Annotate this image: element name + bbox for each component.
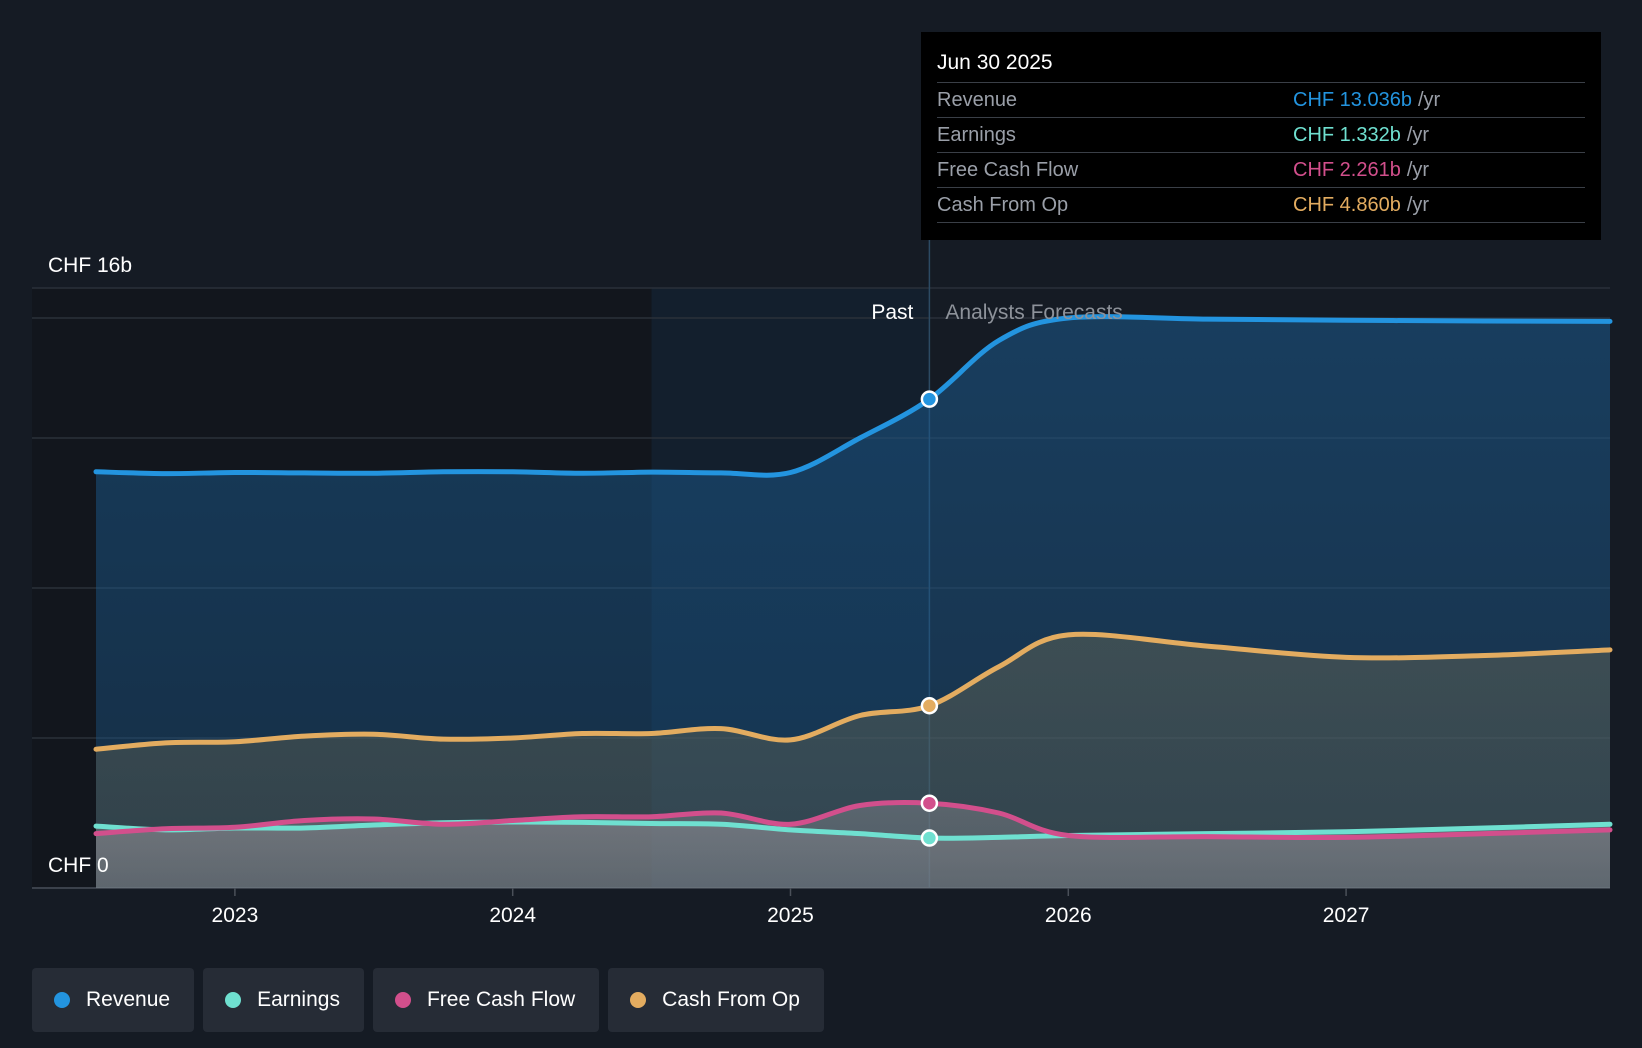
legend-item-earnings[interactable]: Earnings: [203, 968, 364, 1032]
revenue-highlight-point: [920, 390, 939, 408]
tooltip-row-earnings: Earnings CHF 1.332b /yr: [937, 118, 1585, 153]
legend-item-free-cash-flow[interactable]: Free Cash Flow: [372, 968, 600, 1032]
tooltip-row-free-cash-flow: Free Cash Flow CHF 2.261b /yr: [937, 153, 1585, 188]
x-tick-label: 2024: [489, 904, 536, 927]
past-label: Past: [871, 301, 913, 324]
tooltip-date: Jun 30 2025: [937, 48, 1585, 83]
legend-label: Earnings: [257, 988, 340, 1011]
tooltip-value: CHF 4.860b: [1293, 194, 1401, 216]
tooltip-row-revenue: Revenue CHF 13.036b /yr: [937, 83, 1585, 118]
y-axis-top-label: CHF 16b: [48, 254, 132, 277]
legend-item-revenue[interactable]: Revenue: [32, 968, 195, 1032]
legend-label: Free Cash Flow: [426, 988, 576, 1011]
tooltip-label: Earnings: [937, 124, 1016, 146]
tooltip-label: Cash From Op: [937, 194, 1069, 216]
tooltip-value: CHF 1.332b: [1293, 124, 1401, 146]
free-cash-flow-highlight-point: [920, 794, 939, 812]
tooltip: Jun 30 2025 Revenue CHF 13.036b /yr Earn…: [921, 32, 1601, 240]
legend-label: Revenue: [86, 988, 171, 1011]
tooltip-unit: /yr: [1406, 194, 1430, 216]
tooltip-unit: /yr: [1406, 159, 1430, 181]
x-tick-label: 2026: [1045, 904, 1092, 927]
legend: Revenue Earnings Free Cash Flow Cash Fro…: [32, 968, 824, 1032]
cash-from-op-line: [93, 631, 1613, 752]
x-tick-label: 2023: [212, 904, 259, 927]
tooltip-label: Free Cash Flow: [937, 159, 1079, 181]
x-tick-label: 2025: [767, 904, 814, 927]
earnings-dot-icon: [225, 992, 242, 1008]
earnings-line: [93, 819, 1613, 841]
x-tick-label: 2027: [1323, 904, 1370, 927]
tooltip-unit: /yr: [1406, 124, 1430, 146]
free-cash-flow-dot-icon: [394, 992, 411, 1008]
cash-from-op-highlight-point: [920, 697, 939, 715]
legend-item-cash-from-op[interactable]: Cash From Op: [608, 968, 824, 1032]
tooltip-value: CHF 13.036b: [1293, 89, 1412, 111]
revenue-dot-icon: [54, 992, 70, 1008]
tooltip-unit: /yr: [1417, 89, 1441, 111]
tooltip-row-cash-from-op: Cash From Op CHF 4.860b /yr: [937, 188, 1585, 223]
earnings-highlight-point: [920, 829, 939, 847]
forecast-label: Analysts Forecasts: [945, 301, 1122, 324]
revenue-line: [93, 314, 1613, 478]
y-axis-bottom-label: CHF 0: [48, 854, 109, 877]
tooltip-label: Revenue: [937, 89, 1018, 111]
tooltip-value: CHF 2.261b: [1293, 159, 1401, 181]
free-cash-flow-line: [93, 799, 1613, 841]
legend-label: Cash From Op: [662, 988, 800, 1011]
cash-from-op-dot-icon: [630, 992, 647, 1008]
